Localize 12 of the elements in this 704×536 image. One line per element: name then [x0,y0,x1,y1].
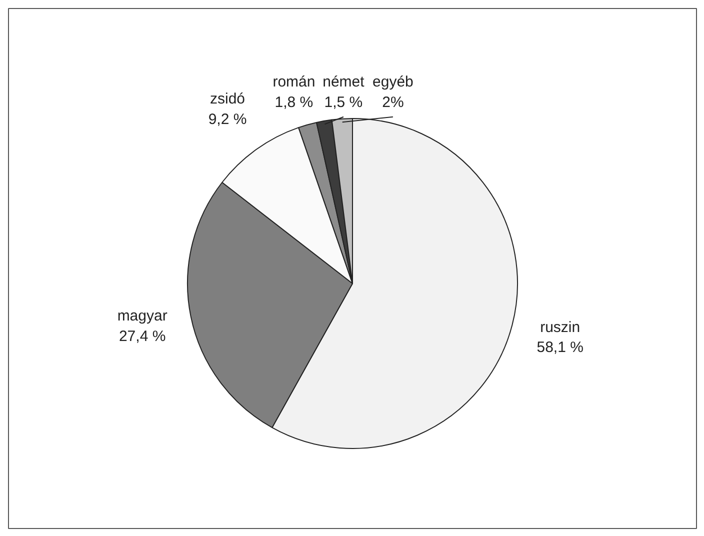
data-label: 27,4 % [118,328,166,346]
slice-label: egyéb [372,73,414,90]
data-label: 58,1 % [536,339,584,356]
data-label: 1,5 % [324,94,363,111]
slice-label: magyar [117,308,168,325]
slice-label: német [322,73,366,90]
data-label: 1,8 % [274,94,314,111]
data-label: 2% [382,94,404,111]
data-label: 9,2 % [208,110,247,128]
slice-label: zsidó [210,90,246,108]
slice-label: román [272,73,316,90]
slice-label: ruszin [540,318,580,336]
